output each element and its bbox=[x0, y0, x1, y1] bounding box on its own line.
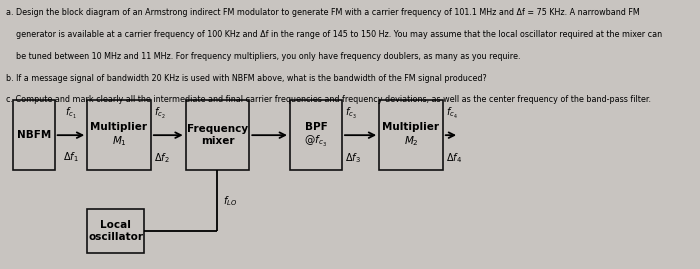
Text: $\Delta f_2$: $\Delta f_2$ bbox=[154, 151, 169, 165]
Text: a. Design the block diagram of an Armstrong indirect FM modulator to generate FM: a. Design the block diagram of an Armstr… bbox=[6, 8, 640, 17]
FancyBboxPatch shape bbox=[379, 100, 443, 171]
FancyBboxPatch shape bbox=[13, 100, 55, 171]
Text: $f_{c_1}$: $f_{c_1}$ bbox=[65, 105, 77, 121]
FancyBboxPatch shape bbox=[87, 209, 144, 253]
Text: $f_{c_2}$: $f_{c_2}$ bbox=[154, 105, 165, 121]
FancyBboxPatch shape bbox=[290, 100, 342, 171]
Text: generator is available at a carrier frequency of 100 KHz and Δf in the range of : generator is available at a carrier freq… bbox=[6, 30, 662, 39]
Text: b. If a message signal of bandwidth 20 KHz is used with NBFM above, what is the : b. If a message signal of bandwidth 20 K… bbox=[6, 73, 486, 83]
Text: $f_{c_4}$: $f_{c_4}$ bbox=[446, 105, 458, 121]
Text: NBFM: NBFM bbox=[17, 130, 51, 140]
Text: be tuned between 10 MHz and 11 MHz. For frequency multipliers, you only have fre: be tuned between 10 MHz and 11 MHz. For … bbox=[6, 52, 521, 61]
Text: $\Delta f_3$: $\Delta f_3$ bbox=[345, 151, 361, 165]
FancyBboxPatch shape bbox=[87, 100, 150, 171]
Text: BPF
$@f_{c_3}$: BPF $@f_{c_3}$ bbox=[304, 122, 328, 149]
Text: $\Delta f_4$: $\Delta f_4$ bbox=[446, 151, 462, 165]
Text: Local
oscillator: Local oscillator bbox=[88, 220, 143, 242]
Text: $\Delta f_1$: $\Delta f_1$ bbox=[63, 150, 79, 164]
FancyBboxPatch shape bbox=[186, 100, 249, 171]
Text: Multiplier
$M_2$: Multiplier $M_2$ bbox=[382, 122, 440, 148]
Text: $f_{c_3}$: $f_{c_3}$ bbox=[345, 105, 357, 121]
Text: Multiplier
$M_1$: Multiplier $M_1$ bbox=[90, 122, 148, 148]
Text: c. Compute and mark clearly all the intermediate and final carrier frequencies a: c. Compute and mark clearly all the inte… bbox=[6, 95, 651, 104]
Text: $f_{LO}$: $f_{LO}$ bbox=[223, 194, 237, 208]
Text: Frequency
mixer: Frequency mixer bbox=[187, 124, 248, 146]
